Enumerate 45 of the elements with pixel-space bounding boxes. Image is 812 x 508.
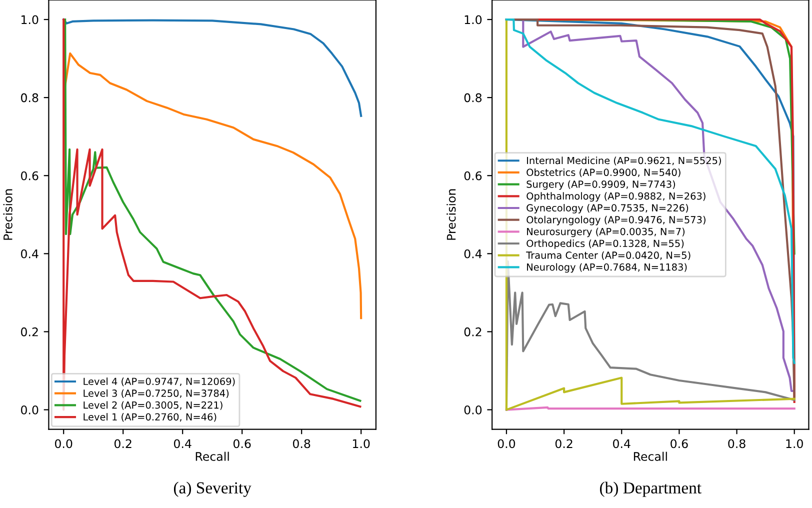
x-tick-label: 0.6: [233, 439, 251, 448]
legend-label: Level 2 (AP=0.3005, N=221): [84, 401, 222, 410]
text: (a) Severity: [174, 482, 252, 497]
legend-label: Internal Medicine (AP=0.9621, N=5525): [527, 156, 721, 166]
y-tick-label: 0.0: [21, 405, 38, 414]
x-axis-title: Recall: [196, 452, 229, 461]
x-tick-label: 0.2: [114, 439, 132, 448]
y-tick-label: 0.0: [464, 405, 482, 414]
x-tick-label: 0.0: [54, 439, 72, 448]
y-tick-label: 0.2: [21, 327, 38, 336]
legend-label: Surgery (AP=0.9909, N=7743): [526, 180, 676, 190]
x-tick-label: 1.0: [352, 439, 370, 448]
y-tick-label: 1.0: [22, 15, 38, 24]
y-axis-title: Precision: [446, 189, 456, 240]
y-tick-label: 0.6: [21, 171, 38, 180]
x-axis-title: Recall: [634, 452, 667, 461]
legend-label: Neurology (AP=0.7684, N=1183): [527, 263, 687, 273]
text: (b) Department: [600, 482, 702, 497]
legend-label: Neurosurgery (AP=0.0035, N=7): [527, 228, 685, 238]
legend-label: Trauma Center (AP=0.0420, N=5): [526, 251, 690, 260]
legend-label: Obstetrics (AP=0.9900, N=540): [526, 168, 680, 178]
y-tick-label: 0.2: [464, 327, 482, 336]
x-tick-label: 1.0: [786, 439, 803, 448]
x-tick-label: 0.6: [670, 439, 688, 448]
y-tick-label: 0.4: [464, 249, 482, 258]
legend-label: Gynecology (AP=0.7535, N=226): [526, 204, 688, 214]
x-tick-label: 0.8: [728, 439, 746, 448]
y-tick-label: 0.8: [464, 93, 482, 102]
x-tick-label: 0.4: [174, 439, 192, 448]
y-axis-title: Precision: [3, 189, 12, 240]
x-tick-label: 0.8: [292, 439, 310, 448]
x-tick-label: 0.2: [555, 439, 572, 448]
x-tick-label: 0.0: [498, 439, 516, 448]
legend-label: Level 1 (AP=0.2760, N=46): [84, 413, 216, 422]
y-tick-label: 0.6: [464, 171, 482, 180]
y-tick-label: 1.0: [464, 15, 482, 24]
y-tick-label: 0.4: [21, 249, 38, 258]
legend-label: Orthopedics (AP=0.1328, N=55): [526, 240, 684, 249]
line-series: [62, 18, 362, 117]
y-tick-label: 0.8: [21, 93, 38, 102]
legend-label: Otolaryngology (AP=0.9476, N=573): [526, 216, 706, 226]
legend-label: Level 3 (AP=0.7250, N=3784): [84, 389, 229, 398]
legend-label: Level 4 (AP=0.9747, N=12069): [84, 378, 235, 386]
x-tick-label: 0.4: [613, 439, 630, 448]
legend-label: Ophthalmology (AP=0.9882, N=263): [526, 192, 706, 202]
